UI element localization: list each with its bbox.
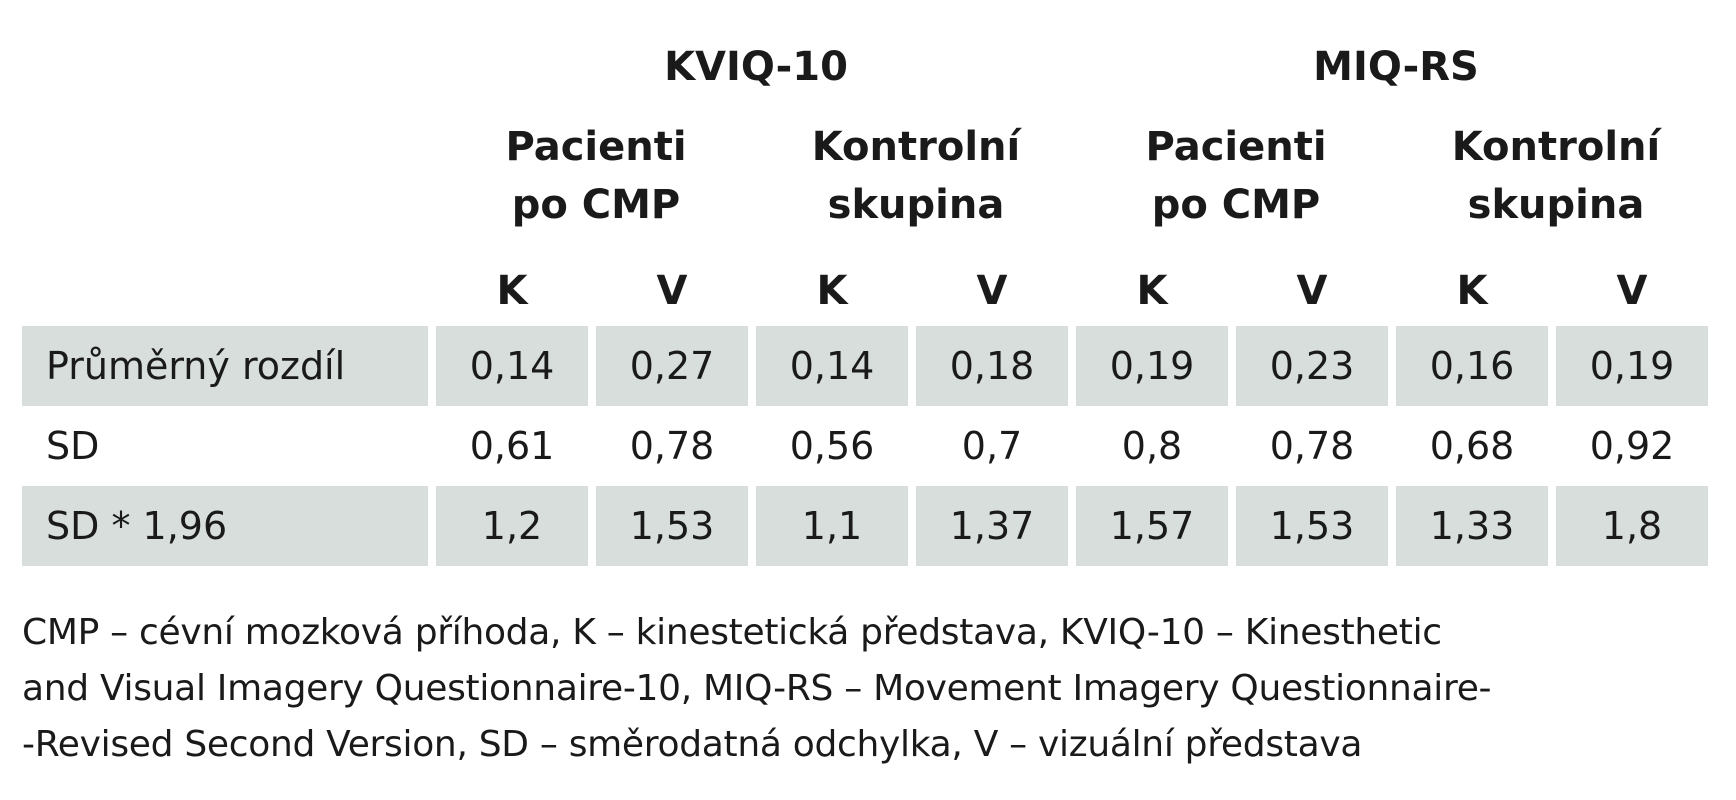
table-cell: 1,57: [1076, 486, 1228, 566]
table-cell: 0,14: [436, 326, 588, 406]
row-label: Průměrný rozdíl: [22, 326, 428, 406]
footnote-line: CMP – cévní mozková příhoda, K – kineste…: [22, 612, 1442, 653]
table-cell: 1,37: [916, 486, 1068, 566]
table-cell: 0,18: [916, 326, 1068, 406]
subgroup-line1: Pacienti: [505, 124, 687, 170]
subgroup-line2: po CMP: [511, 182, 681, 228]
table-cell: 0,27: [596, 326, 748, 406]
subgroup-header: Kontrolní skupina: [756, 118, 1076, 238]
footnote-line: and Visual Imagery Questionnaire-10, MIQ…: [22, 668, 1492, 709]
subgroup-header: Pacienti po CMP: [436, 118, 756, 238]
table-cell: 1,33: [1396, 486, 1548, 566]
subgroup-line1: Kontrolní: [811, 124, 1021, 170]
subgroup-line2: po CMP: [1151, 182, 1321, 228]
table-cell: 1,2: [436, 486, 588, 566]
group-header-miqrs: MIQ-RS: [1313, 44, 1479, 90]
row-label: SD * 1,96: [22, 486, 428, 566]
table-cell: 0,78: [629, 424, 715, 468]
table-cell: 0,8: [1121, 424, 1183, 468]
subgroup-line1: Pacienti: [1145, 124, 1327, 170]
subgroup-line1: Kontrolní: [1451, 124, 1661, 170]
table-cell: 0,14: [756, 326, 908, 406]
subgroup-header: Pacienti po CMP: [1076, 118, 1396, 238]
column-header: V: [1296, 268, 1328, 314]
table-cell: 0,7: [961, 424, 1023, 468]
row-label: SD: [46, 424, 100, 468]
table-cell: 1,53: [596, 486, 748, 566]
subgroup-line2: skupina: [1467, 182, 1645, 228]
table-footnote: CMP – cévní mozková příhoda, K – kineste…: [22, 605, 1714, 773]
table-cell: 0,19: [1556, 326, 1708, 406]
column-header: V: [656, 268, 688, 314]
table-cell: 1,8: [1556, 486, 1708, 566]
table-cell: 0,19: [1076, 326, 1228, 406]
table-cell: 0,23: [1236, 326, 1388, 406]
table-cell: 0,92: [1589, 424, 1675, 468]
column-header: K: [1136, 268, 1168, 314]
table-cell: 0,78: [1269, 424, 1355, 468]
footnote-line: -Revised Second Version, SD – směrodatná…: [22, 724, 1363, 765]
table-cell: 1,53: [1236, 486, 1388, 566]
column-header: K: [816, 268, 848, 314]
table-cell: 0,16: [1396, 326, 1548, 406]
table-cell: 1,1: [756, 486, 908, 566]
table-row: SD * 1,96 1,2 1,53 1,1 1,37 1,57 1,53 1,…: [22, 486, 1714, 566]
table-row: SD 0,61 0,78 0,56 0,7 0,8 0,78 0,68 0,92: [22, 406, 1714, 486]
subgroup-line2: skupina: [827, 182, 1005, 228]
column-header: V: [1616, 268, 1648, 314]
table-row: Průměrný rozdíl 0,14 0,27 0,14 0,18 0,19…: [22, 326, 1714, 406]
column-header: V: [976, 268, 1008, 314]
table-cell: 0,68: [1429, 424, 1515, 468]
column-header: K: [1456, 268, 1488, 314]
table-cell: 0,61: [469, 424, 555, 468]
table-cell: 0,56: [789, 424, 875, 468]
group-header-kviq: KVIQ-10: [664, 44, 848, 90]
subgroup-header: Kontrolní skupina: [1396, 118, 1716, 238]
column-header: K: [496, 268, 528, 314]
